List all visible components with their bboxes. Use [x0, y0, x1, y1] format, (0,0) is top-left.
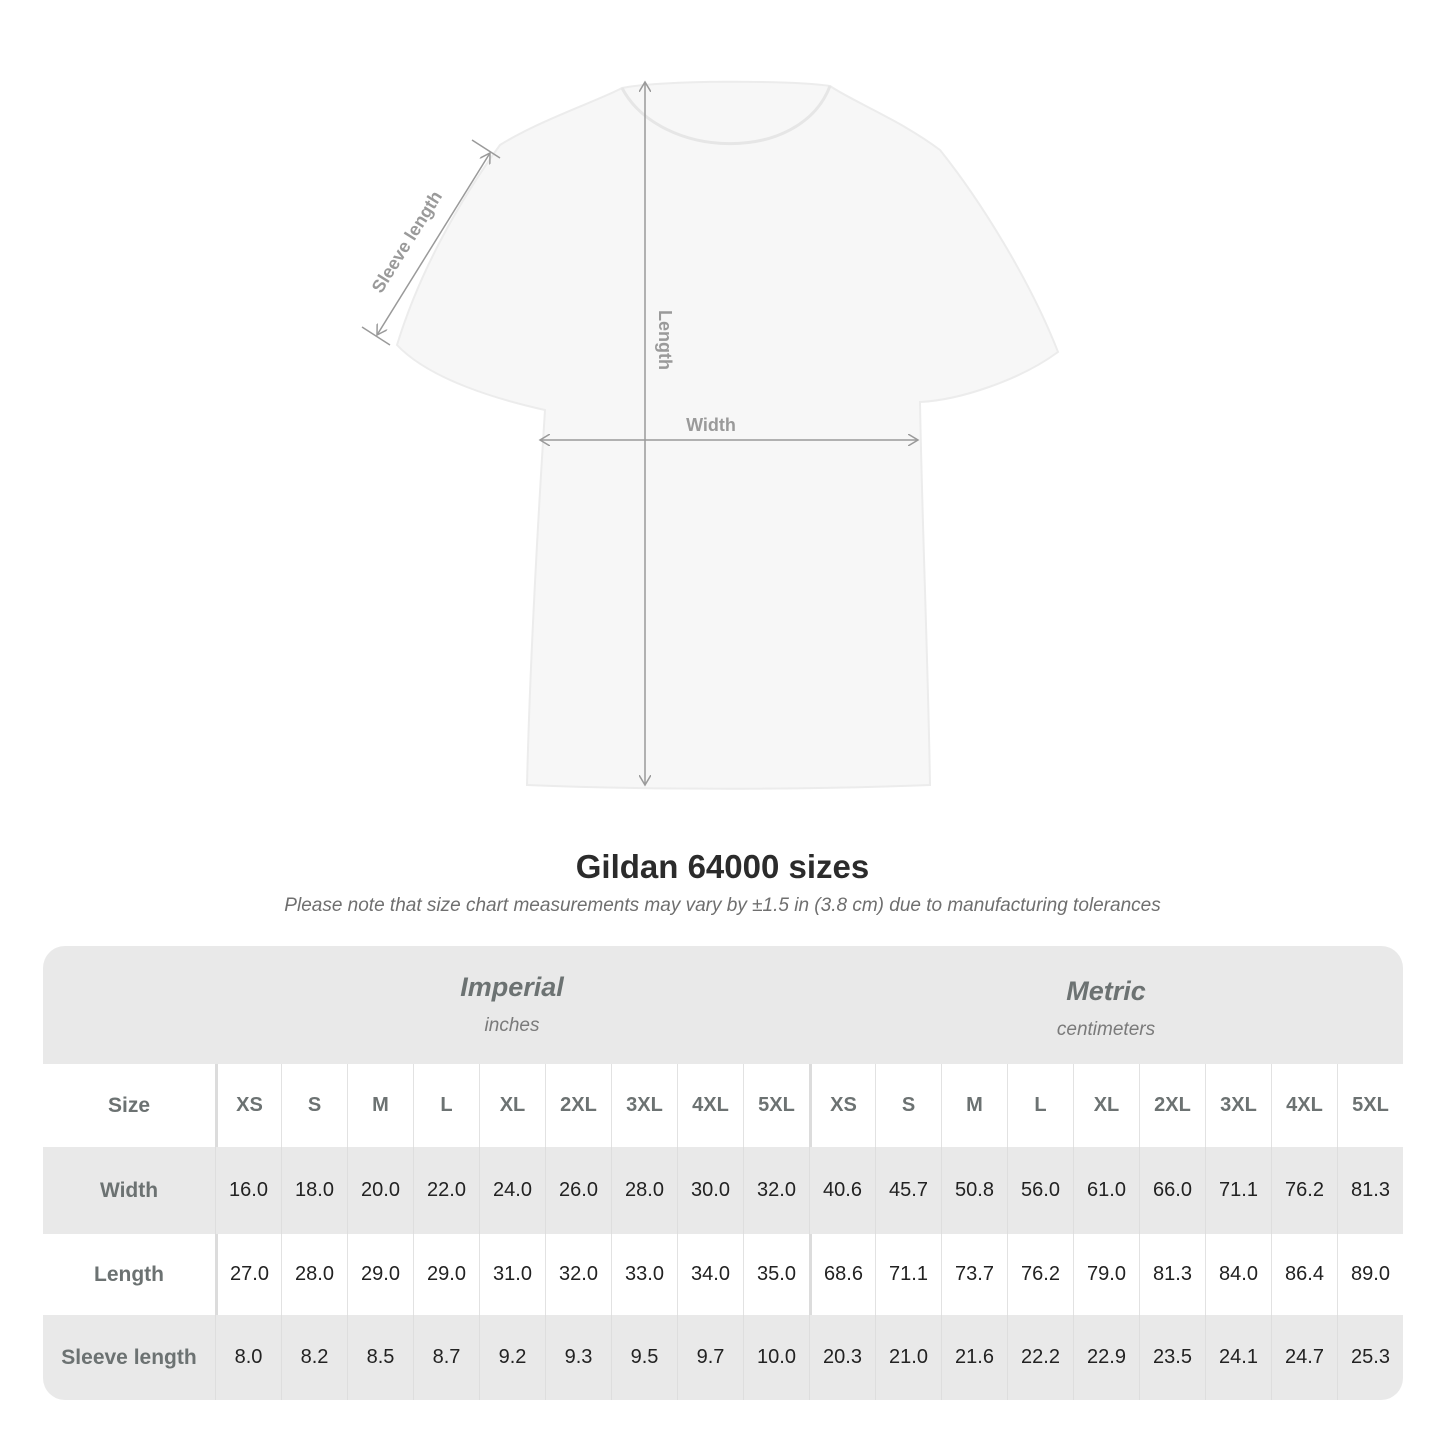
value-cell: 22.9	[1073, 1315, 1139, 1400]
size-header-cell: M	[347, 1064, 413, 1147]
value-cell: 22.2	[1007, 1315, 1073, 1400]
row-label: Sleeve length	[61, 1345, 197, 1369]
sleeve-tick-bottom	[361, 326, 391, 346]
value-cell: 26.0	[545, 1147, 611, 1234]
size-header-row: Size XS S M L XL 2XL 3XL 4XL 5XL XS S M L XL 2XL 3XL 4XL 5…	[43, 1064, 1403, 1147]
value-cell: 18.0	[281, 1147, 347, 1234]
value-cell: 76.2	[1007, 1234, 1073, 1315]
value-cell: 28.0	[281, 1234, 347, 1315]
value-cell: 32.0	[545, 1234, 611, 1315]
length-label: Length	[655, 310, 675, 370]
value-cell: 68.6	[809, 1234, 875, 1315]
size-header-cell: XL	[479, 1064, 545, 1147]
size-header-cell: XL	[1073, 1064, 1139, 1147]
value-cell: 9.2	[479, 1315, 545, 1400]
value-cell: 45.7	[875, 1147, 941, 1234]
size-header-cell: 2XL	[545, 1064, 611, 1147]
value-cell: 10.0	[743, 1315, 809, 1400]
value-cell: 73.7	[941, 1234, 1007, 1315]
metric-label: Metric	[1066, 976, 1146, 1006]
value-cell: 33.0	[611, 1234, 677, 1315]
metric-header: Metric centimeters	[809, 946, 1403, 1094]
value-cell: 34.0	[677, 1234, 743, 1315]
value-cell: 81.3	[1337, 1147, 1403, 1234]
value-cell: 24.0	[479, 1147, 545, 1234]
size-header-cell: 3XL	[1205, 1064, 1271, 1147]
imperial-header: Imperial inches	[215, 946, 809, 1090]
size-header-cell: L	[1007, 1064, 1073, 1147]
imperial-unit: inches	[484, 1015, 540, 1036]
value-cell: 81.3	[1139, 1234, 1205, 1315]
value-cell: 8.2	[281, 1315, 347, 1400]
value-cell: 22.0	[413, 1147, 479, 1234]
size-header-cell: S	[281, 1064, 347, 1147]
value-cell: 23.5	[1139, 1315, 1205, 1400]
value-cell: 89.0	[1337, 1234, 1403, 1315]
value-cell: 9.7	[677, 1315, 743, 1400]
value-cell: 9.5	[611, 1315, 677, 1400]
value-cell: 29.0	[347, 1234, 413, 1315]
value-cell: 40.6	[809, 1147, 875, 1234]
size-header-cell: 5XL	[743, 1064, 809, 1147]
imperial-label: Imperial	[460, 972, 564, 1002]
row-label: Length	[94, 1262, 164, 1286]
value-cell: 20.3	[809, 1315, 875, 1400]
value-cell: 35.0	[743, 1234, 809, 1315]
value-cell: 79.0	[1073, 1234, 1139, 1315]
value-cell: 71.1	[875, 1234, 941, 1315]
size-header-cell: XS	[809, 1064, 875, 1147]
table-row: Sleeve length 8.0 8.2 8.5 8.7 9.2 9.3 9.5 9.7 10.…	[43, 1315, 1403, 1400]
value-cell: 76.2	[1271, 1147, 1337, 1234]
size-table: Imperial inches Metric centimeters Size X…	[43, 946, 1403, 1400]
value-cell: 8.0	[215, 1315, 281, 1400]
width-label: Width	[686, 415, 736, 435]
sleeve-arrow	[377, 153, 490, 335]
tshirt-shape	[395, 80, 1060, 790]
size-header-cell: 3XL	[611, 1064, 677, 1147]
row-label: Width	[99, 1178, 159, 1202]
size-header-cell: 4XL	[1271, 1064, 1337, 1147]
value-cell: 31.0	[479, 1234, 545, 1315]
page-title: Gildan 64000 sizes	[575, 848, 870, 885]
row-label: Size	[107, 1093, 151, 1117]
size-header-cell: M	[941, 1064, 1007, 1147]
value-cell: 32.0	[743, 1147, 809, 1234]
value-cell: 25.3	[1337, 1315, 1403, 1400]
value-cell: 71.1	[1205, 1147, 1271, 1234]
size-header-cell: XS	[215, 1064, 281, 1147]
value-cell: 86.4	[1271, 1234, 1337, 1315]
value-cell: 29.0	[413, 1234, 479, 1315]
size-header-cell: 5XL	[1337, 1064, 1403, 1147]
tolerance-note: Please note that size chart measurements…	[284, 895, 1161, 916]
size-header-cell: 4XL	[677, 1064, 743, 1147]
sleeve-tick-top	[471, 139, 501, 159]
value-cell: 28.0	[611, 1147, 677, 1234]
size-header-cell: L	[413, 1064, 479, 1147]
value-cell: 16.0	[215, 1147, 281, 1234]
value-cell: 24.7	[1271, 1315, 1337, 1400]
size-header-cell: S	[875, 1064, 941, 1147]
size-header-cell: 2XL	[1139, 1064, 1205, 1147]
value-cell: 56.0	[1007, 1147, 1073, 1234]
table-row: Length 27.0 28.0 29.0 29.0 31.0 32.0 33.0 34.0 35…	[43, 1234, 1403, 1315]
value-cell: 8.5	[347, 1315, 413, 1400]
value-cell: 20.0	[347, 1147, 413, 1234]
value-cell: 27.0	[215, 1234, 281, 1315]
value-cell: 21.0	[875, 1315, 941, 1400]
value-cell: 50.8	[941, 1147, 1007, 1234]
value-cell: 84.0	[1205, 1234, 1271, 1315]
value-cell: 30.0	[677, 1147, 743, 1234]
table-row: Width 16.0 18.0 20.0 22.0 24.0 26.0 28.0 30.0 32.…	[43, 1147, 1403, 1234]
metric-unit: centimeters	[1056, 1019, 1156, 1040]
value-cell: 24.1	[1205, 1315, 1271, 1400]
tshirt-diagram: Sleeve length Length Width	[361, 0, 1060, 790]
value-cell: 21.6	[941, 1315, 1007, 1400]
value-cell: 66.0	[1139, 1147, 1205, 1234]
value-cell: 61.0	[1073, 1147, 1139, 1234]
value-cell: 8.7	[413, 1315, 479, 1400]
value-cell: 9.3	[545, 1315, 611, 1400]
